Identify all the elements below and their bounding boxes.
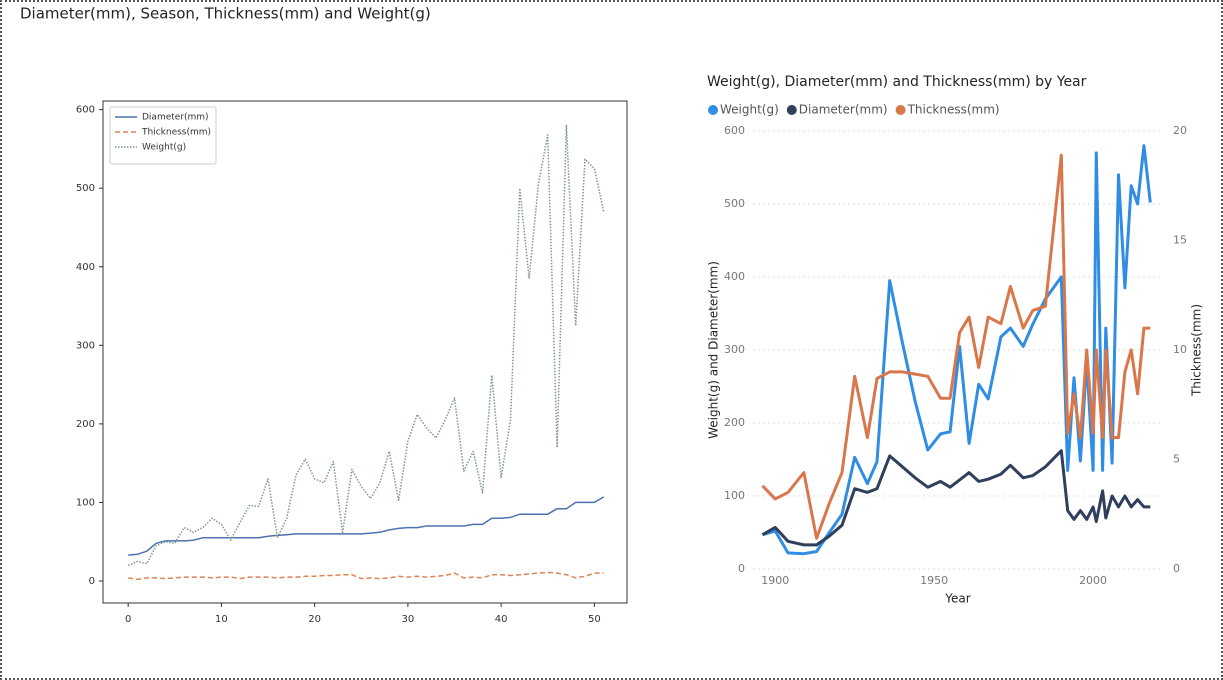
x-tick-label: 20 (308, 614, 321, 625)
y2-tick-label: 10 (1173, 343, 1187, 356)
y-tick-label: 500 (76, 183, 95, 194)
x-tick-label: 30 (402, 614, 415, 625)
plot-frame (102, 100, 628, 604)
x-axis-title: Year (944, 592, 970, 606)
x-tick-label: 0 (125, 614, 131, 625)
y-tick-label: 300 (76, 340, 95, 351)
series-line (128, 571, 604, 581)
y2-tick-label: 5 (1173, 453, 1180, 466)
x-tick-label: 10 (215, 614, 228, 625)
y-tick-label: 400 (724, 270, 745, 283)
legend-label: Diameter(mm) (142, 113, 209, 123)
legend-swatch (786, 105, 797, 115)
legend-swatch (895, 105, 906, 115)
series-line (761, 153, 1151, 540)
x-tick-label: 50 (588, 614, 601, 625)
series-line (761, 449, 1151, 547)
legend-swatch (708, 105, 718, 115)
legend-label: Weight(g) (720, 103, 779, 117)
y2-tick-label: 15 (1173, 234, 1187, 247)
legend-label: Weight(g) (142, 143, 186, 153)
y-tick-label: 200 (76, 419, 95, 430)
x-tick-label: 1950 (920, 574, 948, 587)
y-tick-label: 0 (89, 576, 95, 587)
y2-axis-title: Thickness(mm) (1190, 304, 1204, 397)
series-line (127, 124, 605, 566)
legend-label: Thickness(mm) (907, 103, 1000, 117)
y-tick-label: 100 (724, 489, 745, 502)
legend-label: Diameter(mm) (799, 103, 888, 117)
legend-box (109, 106, 217, 165)
y-axis-title: Weight(g) and Diameter(mm) (707, 261, 721, 439)
legend-label: Thickness(mm) (141, 128, 211, 138)
x-tick-label: 40 (495, 614, 508, 625)
y-tick-label: 100 (76, 497, 95, 508)
y-tick-label: 500 (724, 197, 745, 210)
y-tick-label: 300 (724, 343, 745, 356)
y-tick-label: 0 (738, 562, 745, 575)
y2-tick-label: 20 (1173, 124, 1187, 137)
y2-tick-label: 0 (1173, 562, 1180, 575)
y-tick-label: 600 (724, 124, 745, 137)
chart-title: Weight(g), Diameter(mm) and Thickness(mm… (707, 74, 1087, 90)
x-tick-label: 1900 (761, 574, 789, 587)
y-tick-label: 200 (724, 416, 745, 429)
page-title: Diameter(mm), Season, Thickness(mm) and … (20, 5, 431, 23)
series-line (128, 496, 605, 556)
x-tick-label: 2000 (1079, 574, 1107, 587)
y-tick-label: 400 (76, 262, 95, 273)
y-tick-label: 600 (76, 105, 95, 116)
